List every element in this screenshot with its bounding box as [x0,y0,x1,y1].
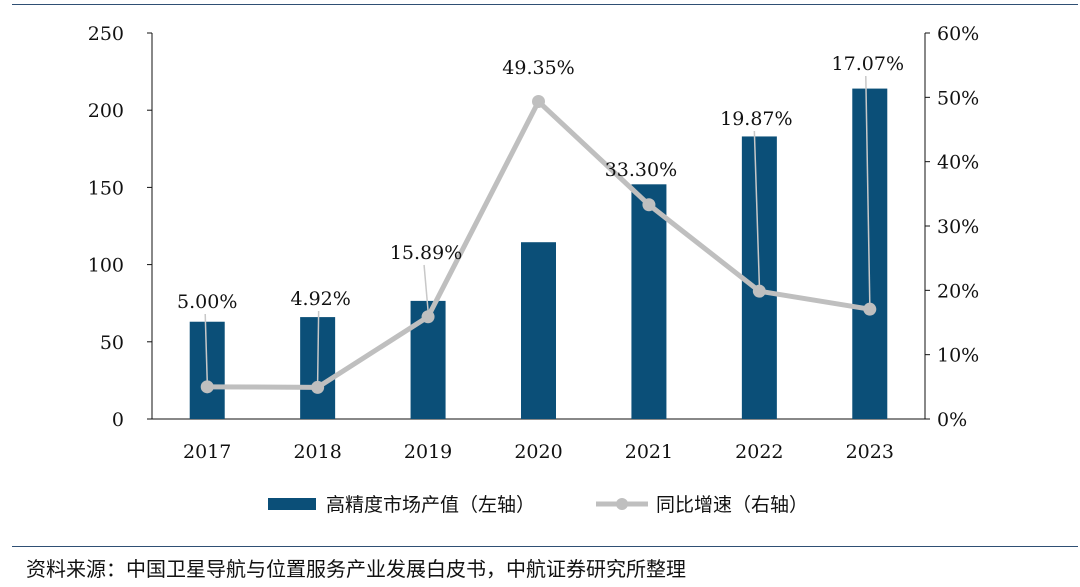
left-tick-label: 200 [88,100,124,122]
bar-2023 [852,88,888,420]
growth-data-label-2019: 15.89% [390,242,462,264]
left-tick-label: 0 [112,409,124,431]
leader-line [753,130,761,286]
left-tick-label: 250 [88,23,124,45]
growth-point-2017 [200,380,214,394]
x-tick-label: 2021 [625,441,673,463]
growth-data-label-2020: 49.35% [502,57,574,79]
right-tick-label: 50% [937,87,979,109]
x-tick-label: 2022 [735,441,783,463]
axes [147,32,930,420]
growth-point-2019 [421,310,435,324]
leader-line [423,264,429,311]
right-tick-label: 60% [937,23,979,45]
growth-line-series [200,95,877,394]
legend-line-label: 同比增速（右轴） [656,494,808,516]
tick-labels: 0 50 100 150 200 250 0% 10% 20% 30% 40% 50% 60% 2017 2… [88,23,980,463]
leader-line [316,310,320,382]
chart: 0 50 100 150 200 250 0% 10% 20% 30% 40% 50% 60% 2017 2… [88,23,980,516]
leader-line [865,75,871,304]
legend-line-marker [616,498,628,510]
top-rule [12,4,1078,5]
leader-line [204,313,208,381]
right-tick-label: 20% [937,280,979,302]
right-tick-label: 40% [937,152,979,174]
growth-data-label-2017: 5.00% [177,291,237,313]
x-tick-label: 2018 [293,441,341,463]
x-tick-label: 2017 [183,441,231,463]
growth-point-2021 [642,198,656,212]
data-labels: 5.00% 4.92% 15.89% 49.35% 33.30% 19.87% 17.07% [177,53,904,313]
source-note: 资料来源：中国卫星导航与位置服务产业发展白皮书，中航证券研究所整理 [26,557,686,581]
right-tick-label: 30% [937,216,979,238]
label-leader-lines [204,75,871,382]
legend-bar-swatch [268,498,316,510]
legend: 高精度市场产值（左轴） 同比增速（右轴） [268,494,808,516]
bar-2020 [521,242,556,419]
left-tick-label: 100 [88,255,124,277]
growth-data-label-2022: 19.87% [720,108,792,130]
growth-point-2023 [863,302,877,316]
right-tick-label: 0% [937,409,967,431]
x-tick-label: 2019 [404,441,452,463]
bar-2021 [631,184,667,419]
growth-data-label-2021: 33.30% [605,159,677,181]
right-tick-label: 10% [937,345,979,367]
bottom-rule [12,546,1078,547]
growth-point-2020 [532,95,545,109]
growth-data-label-2018: 4.92% [290,288,350,310]
growth-point-2018 [311,380,325,394]
growth-point-2022 [752,284,766,298]
left-tick-label: 50 [100,332,124,354]
legend-bar-label: 高精度市场产值（左轴） [326,494,535,516]
left-tick-label: 150 [88,177,124,199]
growth-data-label-2023: 17.07% [832,53,904,75]
x-tick-label: 2023 [846,441,894,463]
bar-series [189,88,888,420]
x-tick-label: 2020 [514,441,562,463]
